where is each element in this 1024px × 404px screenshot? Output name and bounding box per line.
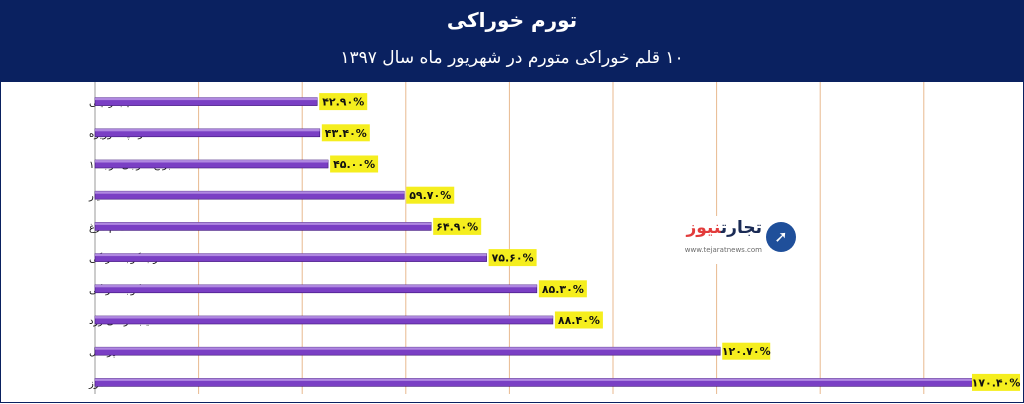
data-label: ۴۳.۴۰% — [325, 127, 367, 140]
data-label: ۷۵.۶۰% — [492, 252, 534, 265]
bar-highlight — [95, 191, 405, 194]
bar-highlight — [95, 97, 318, 101]
watermark-logo: ➚ تجارتنیوز www.tejaratnews.com — [662, 216, 800, 264]
bar-highlight — [95, 160, 329, 163]
bar — [94, 284, 538, 294]
bar — [94, 97, 318, 106]
chart-subtitle: ۱۰ قلم خوراکی متورم در شهریور ماه سال ۱۳… — [340, 48, 684, 68]
data-label-box — [722, 342, 771, 360]
data-label: ۵۹.۷۰% — [409, 189, 451, 202]
bar-highlight — [95, 222, 432, 225]
bar-highlight — [95, 284, 537, 288]
data-label-box — [538, 280, 587, 298]
bar-highlight — [95, 347, 721, 350]
data-label: ۶۴.۹۰% — [436, 220, 478, 233]
data-label-box — [972, 373, 1020, 391]
bar-highlight — [95, 253, 487, 257]
data-label-box — [554, 311, 603, 329]
data-label-box — [488, 249, 537, 267]
data-label: ۸۸.۴۰% — [558, 314, 600, 327]
data-label: ۸۵.۳۰% — [542, 283, 584, 296]
logo-arrow-icon: ➚ — [766, 222, 796, 252]
data-label-box — [330, 155, 379, 173]
logo-url: www.tejaratnews.com — [684, 246, 762, 254]
data-label-box — [433, 217, 482, 235]
data-label-box — [406, 186, 455, 204]
logo-name: تجارتنیوز — [686, 218, 762, 238]
bar-chart: سیب زمینی۴۲.۹۰%کره پاستوریزه۴۳.۴۰%برنج خ… — [88, 82, 1021, 394]
logo-name-part1: تجارت — [720, 218, 762, 238]
logo-name-part2: نیوز — [686, 218, 721, 238]
bar-highlight — [95, 316, 553, 319]
data-label: ۱۲۰.۷۰% — [722, 345, 771, 358]
chart-header: تورم خوراکی ۱۰ قلم خوراکی متورم در شهریو… — [0, 0, 1024, 82]
data-label: ۴۲.۹۰% — [322, 96, 364, 109]
data-label: ۴۵.۰۰% — [333, 158, 375, 171]
data-label: ۱۷۰.۴۰% — [972, 376, 1021, 389]
data-label-box — [321, 124, 370, 142]
chart-title: تورم خوراکی — [446, 8, 578, 32]
bar-highlight — [95, 128, 320, 132]
data-label-box — [319, 93, 368, 111]
bar-highlight — [95, 378, 978, 381]
